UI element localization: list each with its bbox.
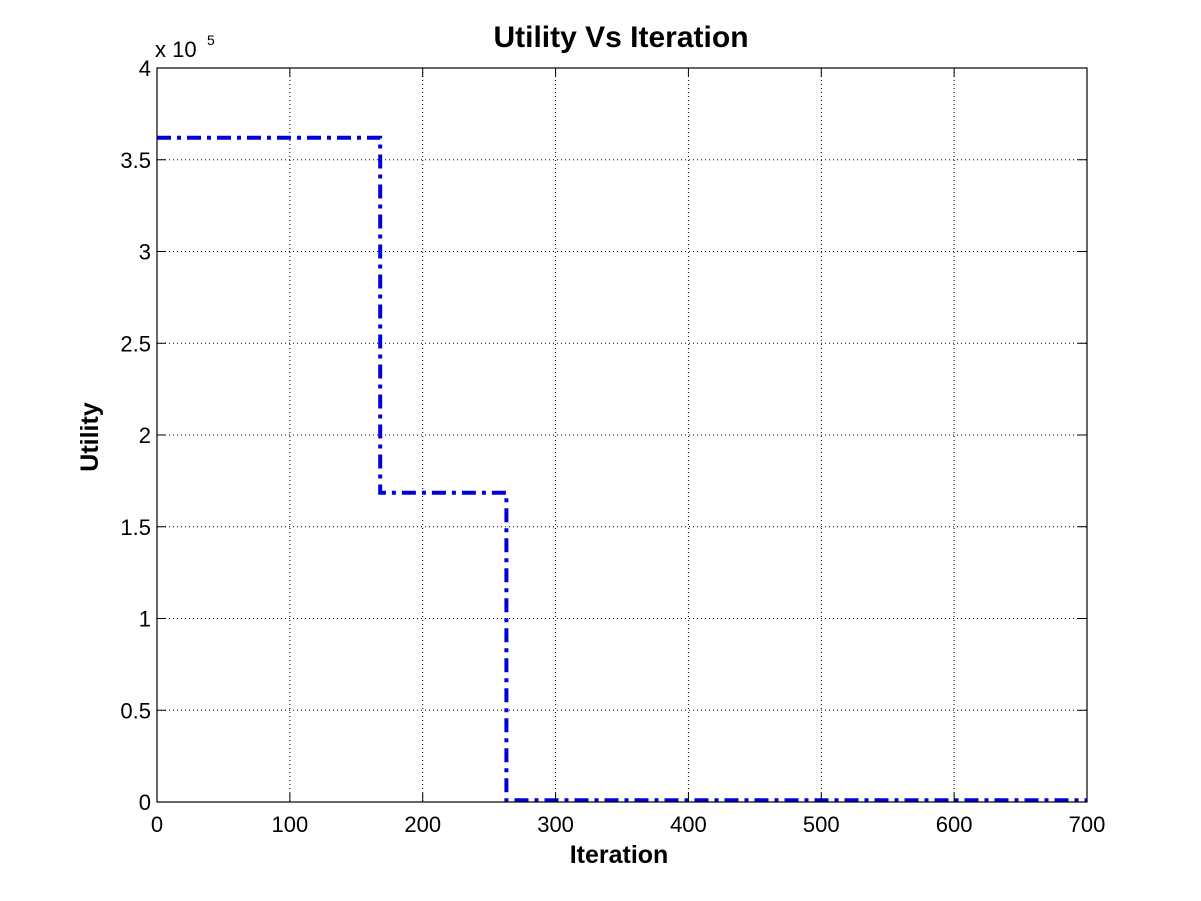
y-tick-label: 3: [139, 240, 151, 265]
y-tick-label: 2.5: [120, 331, 151, 356]
y-tick-label: 1.5: [120, 515, 151, 540]
y-tick-label: 2: [139, 423, 151, 448]
x-tick-label: 300: [537, 812, 574, 837]
y-tick-label: 4: [139, 56, 151, 81]
y-tick-label: 0.5: [120, 698, 151, 723]
grid: [157, 68, 1087, 802]
x-tick-label: 700: [1069, 812, 1106, 837]
series-layer: [157, 135, 1087, 803]
x-tick-label: 500: [803, 812, 840, 837]
y-exponent-power: 5: [207, 32, 215, 48]
ticks: [156, 67, 1088, 803]
x-tick-label: 0: [151, 812, 163, 837]
y-axis-label: Utility: [76, 402, 104, 472]
x-tick-label: 200: [404, 812, 441, 837]
x-tick-labels: 0 100 200 300 400 500 600 700: [151, 812, 1105, 837]
x-tick-label: 100: [271, 812, 308, 837]
y-tick-label: 3.5: [120, 148, 151, 173]
y-tick-label: 1: [139, 607, 151, 632]
x-tick-label: 400: [670, 812, 707, 837]
y-tick-label: 0: [139, 790, 151, 815]
y-exponent-base: x 10: [155, 37, 197, 62]
chart-title: Utility Vs Iteration: [493, 21, 748, 54]
x-axis-label: Iteration: [570, 841, 669, 869]
y-tick-labels: 0 0.5 1 1.5 2 2.5 3 3.5 4: [120, 56, 151, 815]
series-line: [157, 135, 1087, 803]
x-tick-label: 600: [936, 812, 973, 837]
